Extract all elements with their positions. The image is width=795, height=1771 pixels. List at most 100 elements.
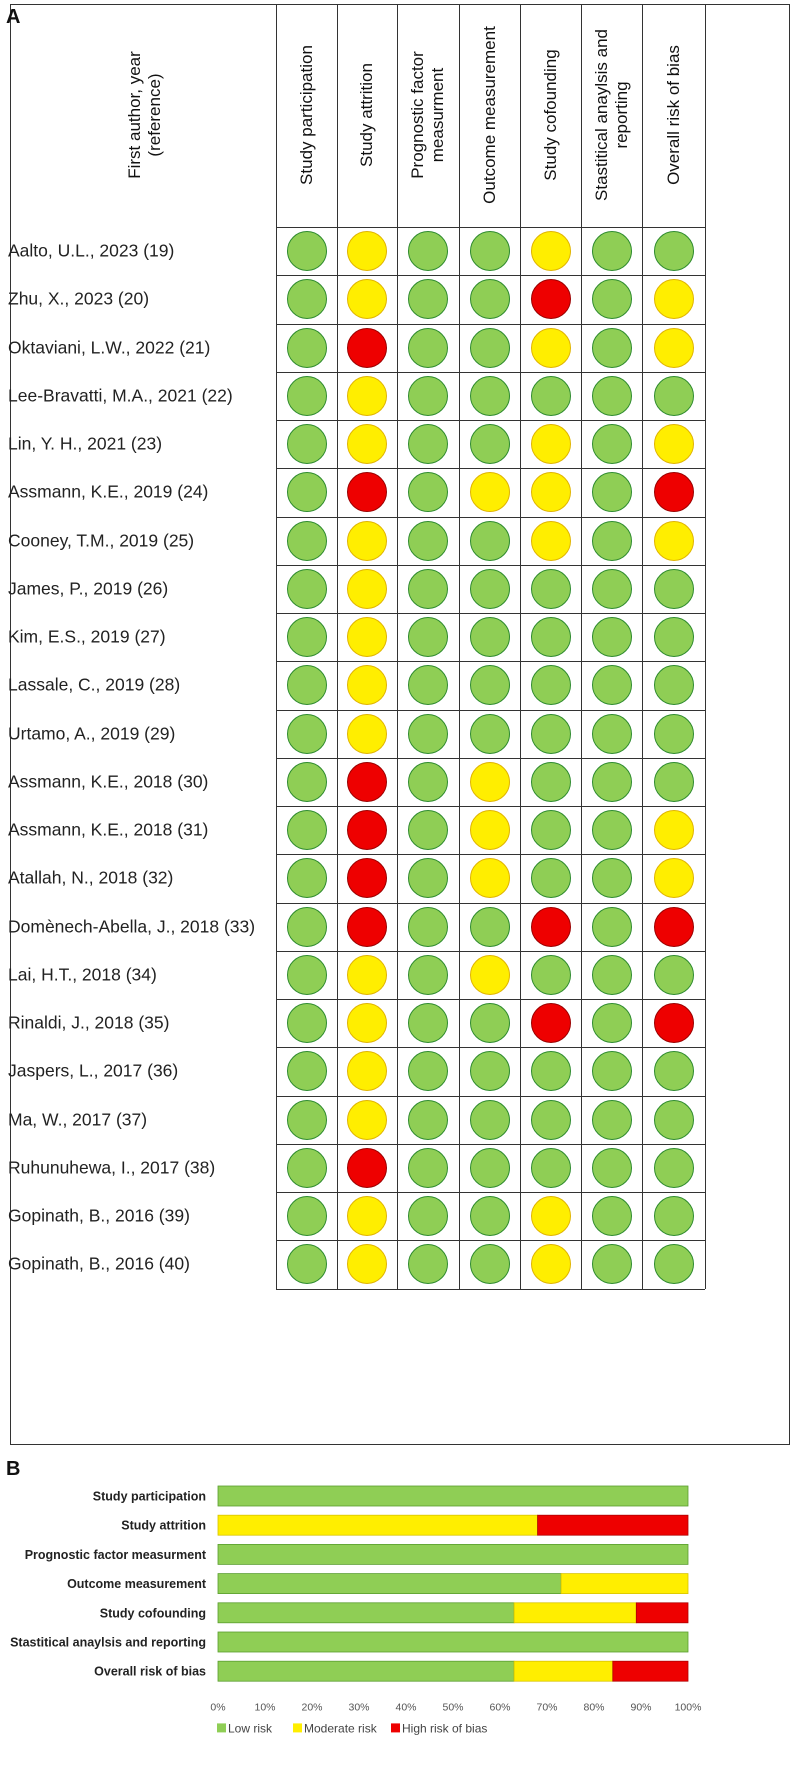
low-risk-dot [286, 472, 327, 513]
bar-segment [217, 1631, 689, 1653]
study-label: Ma, W., 2017 (37) [8, 1109, 148, 1130]
moderate-risk-dot [347, 424, 387, 465]
low-risk-dot [469, 231, 510, 272]
low-risk-dot [408, 568, 448, 609]
category-label: Outcome measurement [67, 1577, 207, 1591]
low-risk-dot [591, 954, 632, 995]
table-column-divider [642, 4, 643, 1289]
table-row-divider [276, 661, 705, 663]
low-risk-dot [653, 1099, 694, 1140]
table-row-divider [276, 1192, 705, 1193]
high-risk-dot [347, 327, 387, 368]
table-row-divider [276, 1288, 705, 1290]
moderate-risk-dot [347, 1003, 387, 1044]
bar-segment [513, 1602, 637, 1624]
study-label: Gopinath, B., 2016 (39) [8, 1205, 190, 1226]
low-risk-dot [653, 231, 694, 272]
low-risk-dot [530, 665, 571, 706]
low-risk-dot [286, 1147, 327, 1188]
legend-swatch [217, 1723, 226, 1733]
domain-header-line1: Study cofounding [540, 49, 560, 181]
moderate-risk-dot [530, 327, 571, 368]
x-tick-label: 10% [254, 1701, 275, 1713]
low-risk-dot [408, 231, 448, 272]
moderate-risk-dot [653, 327, 694, 368]
low-risk-dot [530, 1051, 571, 1092]
low-risk-dot [653, 761, 694, 802]
low-risk-dot [653, 713, 694, 754]
low-risk-dot [286, 906, 327, 947]
moderate-risk-dot [347, 375, 387, 416]
moderate-risk-dot [653, 520, 694, 561]
high-risk-dot [530, 1003, 571, 1044]
study-label: Assmann, K.E., 2019 (24) [8, 481, 209, 502]
moderate-risk-dot [347, 520, 387, 561]
low-risk-dot [408, 1196, 448, 1237]
low-risk-dot [653, 375, 694, 416]
table-column-divider [581, 4, 582, 1289]
low-risk-dot [408, 858, 448, 899]
low-risk-dot [286, 761, 327, 802]
low-risk-dot [286, 665, 327, 706]
table-row-divider [276, 1143, 705, 1145]
moderate-risk-dot [469, 761, 510, 802]
low-risk-dot [408, 1147, 448, 1188]
x-tick-label: 70% [536, 1701, 557, 1713]
study-label: Atallah, N., 2018 (32) [8, 867, 174, 888]
study-label: Assmann, K.E., 2018 (30) [8, 771, 209, 792]
bar-segment [612, 1660, 689, 1682]
x-tick-label: 90% [630, 1701, 651, 1713]
low-risk-dot [469, 1244, 510, 1285]
moderate-risk-dot [530, 424, 571, 465]
study-label: Kim, E.S., 2019 (27) [8, 626, 166, 647]
high-risk-dot [347, 906, 387, 947]
x-tick-label: 20% [301, 1701, 322, 1713]
low-risk-dot [286, 810, 327, 851]
moderate-risk-dot [653, 810, 694, 851]
low-risk-dot [530, 375, 571, 416]
table-row-divider [276, 516, 705, 518]
bar-segment [217, 1514, 539, 1536]
low-risk-dot [469, 520, 510, 561]
table-row-divider [276, 613, 705, 614]
high-risk-dot [347, 810, 387, 851]
low-risk-dot [286, 954, 327, 995]
moderate-risk-dot [347, 1051, 387, 1092]
low-risk-dot [469, 665, 510, 706]
x-tick-label: 60% [489, 1701, 510, 1713]
low-risk-dot [408, 1099, 448, 1140]
low-risk-dot [469, 375, 510, 416]
low-risk-dot [591, 231, 632, 272]
moderate-risk-dot [469, 472, 510, 513]
low-risk-dot [591, 327, 632, 368]
low-risk-dot [286, 279, 327, 320]
low-risk-dot [591, 906, 632, 947]
table-row-divider [276, 999, 705, 1000]
low-risk-dot [408, 327, 448, 368]
low-risk-dot [469, 1099, 510, 1140]
moderate-risk-dot [347, 713, 387, 754]
table-row-divider [276, 564, 705, 566]
bar-segment [635, 1602, 689, 1624]
bar-segment [217, 1660, 515, 1682]
moderate-risk-dot [469, 810, 510, 851]
low-risk-dot [591, 424, 632, 465]
low-risk-dot [469, 906, 510, 947]
domain-header: Study cofounding [541, 49, 561, 180]
x-tick-label: 0% [210, 1701, 225, 1713]
low-risk-dot [591, 1051, 632, 1092]
bar-segment [217, 1602, 515, 1624]
study-label: James, P., 2019 (26) [8, 578, 169, 599]
low-risk-dot [591, 665, 632, 706]
category-label: Overall risk of bias [94, 1665, 206, 1679]
low-risk-dot [591, 520, 632, 561]
bar-segment [513, 1660, 614, 1682]
bar-segment [217, 1485, 689, 1507]
moderate-risk-dot [347, 279, 387, 320]
moderate-risk-dot [653, 424, 694, 465]
bar-segment [537, 1514, 689, 1536]
low-risk-dot [408, 375, 448, 416]
low-risk-dot [286, 327, 327, 368]
study-label: Oktaviani, L.W., 2022 (21) [8, 337, 211, 358]
low-risk-dot [286, 424, 327, 465]
